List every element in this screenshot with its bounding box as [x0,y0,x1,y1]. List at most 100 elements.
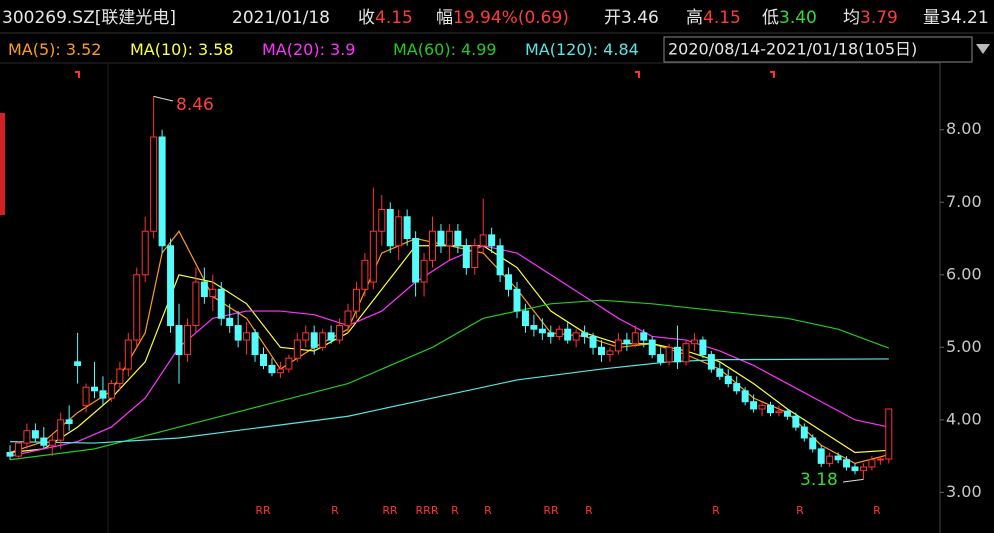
candle-body [74,361,82,366]
candle-body [251,332,259,356]
candle-body [82,386,90,406]
candle-body [40,437,48,446]
candle-body [57,419,65,441]
candle-body [496,245,504,276]
candle-body [682,343,690,363]
candle-body [792,415,800,428]
y-tick-label: 7.00 [946,192,982,211]
candle-body [361,259,369,290]
candle-body [183,325,191,356]
signal: R [873,504,881,517]
quote-label: 幅 [436,8,453,28]
candle-body [826,455,834,464]
signal: RR [255,504,271,517]
quote-item: 量34.21 [923,8,989,28]
quote-item: 均3.79 [843,8,898,28]
candle-body [378,209,386,232]
date-range[interactable]: 2020/08/14-2021/01/18(105日) [668,40,917,59]
quote-label: 低 [762,8,779,28]
candle-body [564,328,572,341]
quote-label: 收 [358,8,375,28]
candle-body [260,354,267,366]
range-dropdown[interactable] [976,44,990,54]
candle-body [369,230,377,283]
candle-body [623,339,631,345]
candle-body [403,216,411,240]
y-tick-label: 6.00 [946,264,982,283]
quote-value: 4.15 [703,8,741,28]
quote-item: 幅19.94%(0.69) [436,8,569,28]
candle-body [800,426,808,439]
candle-body [386,209,394,247]
candle-body [767,404,774,414]
candle-body [344,310,352,327]
candle-body [429,230,436,261]
legend-name: MA(20): [262,40,325,59]
candle-body [175,325,183,356]
candle-body [758,404,766,410]
candle-body [538,328,546,334]
range-box[interactable] [663,36,973,63]
legend-item: MA(10): 3.58 [130,40,234,59]
legend-item: MA(20): 3.9 [262,40,355,59]
quote-date: 2021/01/18 [232,8,330,28]
candle-body [631,332,639,345]
candle-body [6,451,14,457]
signal: RRR [416,504,439,517]
candle-body [234,325,242,341]
legend-value: 3.58 [198,40,234,59]
candle-body [479,234,487,247]
quote-label: 高 [686,8,703,28]
candle-body [141,230,149,276]
candle-body [674,346,682,363]
candle-body [23,430,31,444]
candle-body [606,350,614,356]
candle-body [657,354,665,363]
signal: R [796,504,804,517]
quote-value: 19.94%(0.69) [453,8,569,28]
candle-body [454,230,462,247]
candle-body [209,288,217,298]
signal: R [585,504,593,517]
candle-body [276,368,284,374]
y-tick-label: 3.00 [946,482,982,501]
candle-body [445,230,453,247]
candle-body [817,448,825,464]
candle-body [133,274,141,341]
candle-body [505,274,513,290]
high-label: 8.46 [176,95,214,115]
signal: R [712,504,720,517]
quote-value: 3.46 [621,8,659,28]
candle-body [327,332,335,341]
candle-body [614,339,622,352]
quote-item: 收4.15 [358,8,413,28]
candle-body [395,216,403,247]
candle-body [640,332,648,341]
quote-item: 开3.46 [604,8,659,28]
signal: R [484,504,492,517]
candle-body [158,136,166,247]
quote-value: 3.79 [860,8,898,28]
candle-body [868,459,876,468]
candle-body [124,339,132,370]
candle-body [530,325,538,330]
candle-body [336,325,344,341]
candle-body [750,401,758,410]
quote-label: 开 [604,8,621,28]
low-label: 3.18 [800,470,838,490]
stock-title: 300269.SZ[联建光电] [2,8,176,28]
candle-body [226,317,234,327]
candle-body [319,332,327,348]
quote-label: 均 [843,8,860,28]
legend-value: 4.99 [461,40,497,59]
candle-body [775,410,783,414]
low-pointer [842,478,864,483]
candle-body [302,332,310,341]
legend-name: MA(60): [393,40,456,59]
candle-body [462,245,470,269]
candle-body [809,437,817,450]
candle-body [834,455,842,461]
candle-body [91,386,98,392]
candle-body [513,288,521,312]
